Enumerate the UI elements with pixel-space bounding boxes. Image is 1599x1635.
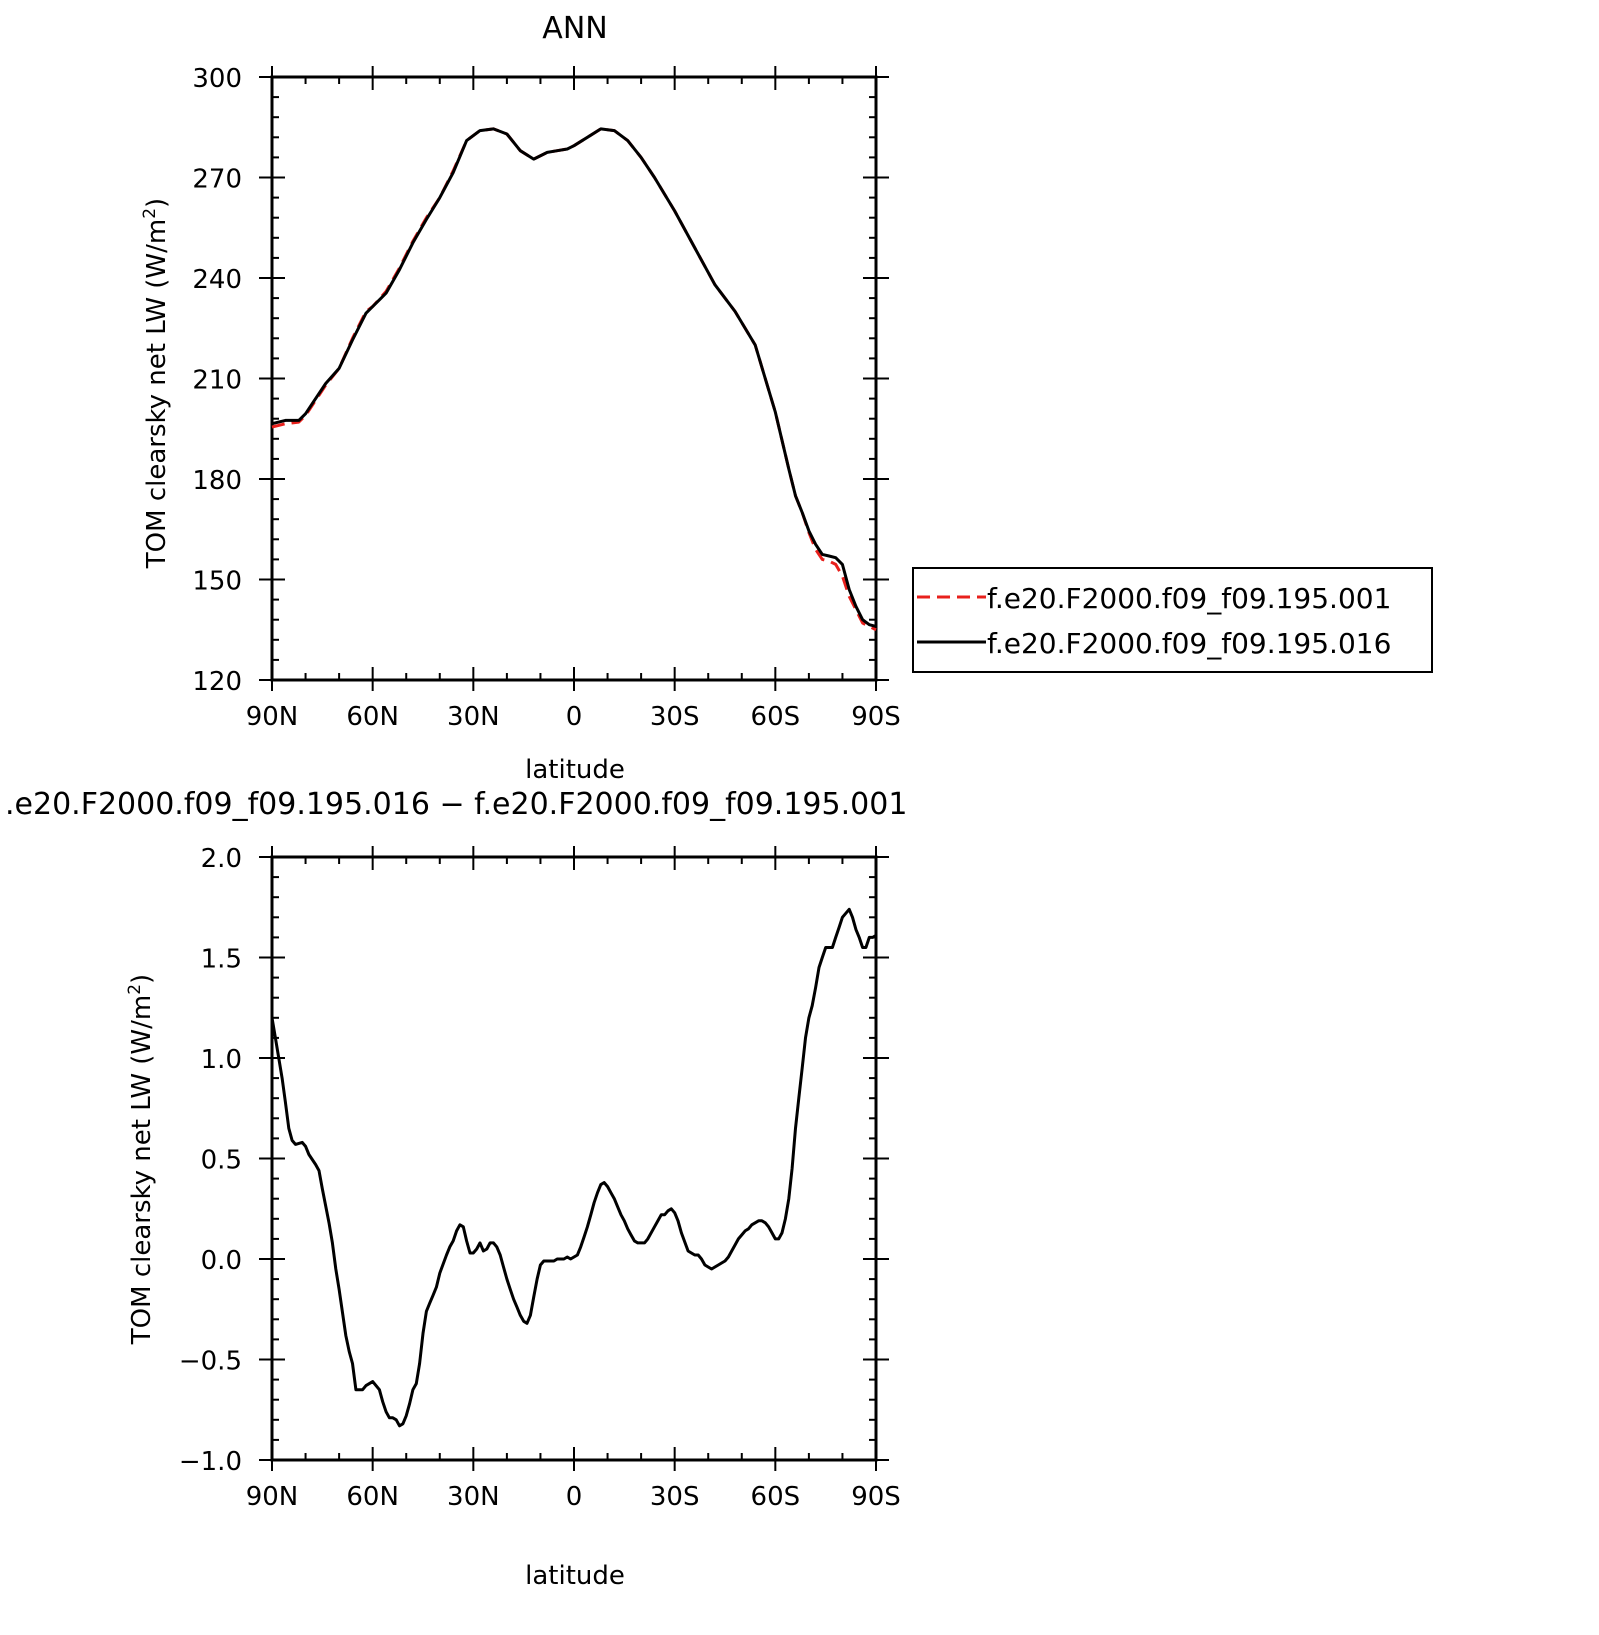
bottom-series-line-1 (270, 907, 877, 1428)
bottom-x-tick-label: 30N (447, 1482, 500, 1512)
bottom-y-tick-label: 0.5 (201, 1146, 242, 1176)
top-x-tick-label: 60N (346, 702, 399, 732)
top-y-axis-title: TOM clearsky net LW (W/m2) (140, 198, 172, 569)
bottom-x-axis-title: latitude (525, 1561, 625, 1591)
legend-box (912, 567, 1433, 673)
bottom-y-tick-label: −0.5 (179, 1347, 242, 1377)
bottom-x-tick-label: 60S (751, 1482, 801, 1512)
bottom-y-tick-label: −1.0 (179, 1447, 242, 1477)
legend-label-series-2: f.e20.F2000.f09_f09.195.016 (987, 627, 1391, 660)
top-y-tick-label: 270 (192, 165, 242, 195)
top-title: ANN (542, 11, 607, 46)
top-x-tick-label: 90S (851, 702, 901, 732)
top-x-tick-label: 0 (566, 702, 583, 732)
bottom-plot-area (270, 907, 877, 1428)
top-x-tick-label: 30N (447, 702, 500, 732)
top-y-tick-label: 300 (192, 64, 242, 94)
legend-label-series-1: f.e20.F2000.f09_f09.195.001 (987, 582, 1391, 615)
top-x-axis-title: latitude (525, 755, 625, 785)
top-x-tick-label: 90N (246, 702, 299, 732)
bottom-y-axis-title: TOM clearsky net LW (W/m2) (125, 974, 157, 1345)
top-plot-area (271, 127, 877, 632)
top-axes: 90N 60N 30N 0 30S 60S 90S 120 150 180 210 240 270 300 (192, 64, 900, 732)
top-y-tick-label: 210 (192, 366, 242, 396)
bottom-axes: 90N 60N 30N 0 30S 60S 90S −1.0 −0.5 0.0 0.5 1.0 1.5 2… (179, 844, 901, 1512)
top-series-line-2 (271, 127, 877, 628)
bottom-panel: .e20.F2000.f09_f09.195.016 − f.e20.F2000… (5, 787, 907, 1591)
bottom-y-tick-label: 0.0 (201, 1246, 242, 1276)
top-x-tick-label: 60S (751, 702, 801, 732)
top-panel: ANN 90N 60N 30N 0 30S 60S 90S 120 150 180 210 240 27… (140, 11, 1433, 785)
bottom-title: .e20.F2000.f09_f09.195.016 − f.e20.F2000… (5, 787, 907, 822)
bottom-y-tick-label: 2.0 (201, 844, 242, 874)
bottom-x-tick-label: 90S (851, 1482, 901, 1512)
bottom-x-tick-label: 60N (346, 1482, 399, 1512)
bottom-x-tick-label: 30S (650, 1482, 700, 1512)
top-y-tick-label: 180 (192, 466, 242, 496)
bottom-y-tick-label: 1.0 (201, 1045, 242, 1075)
top-y-tick-label: 150 (192, 567, 242, 597)
top-y-tick-label: 240 (192, 265, 242, 295)
top-x-tick-label: 30S (650, 702, 700, 732)
bottom-x-tick-label: 0 (566, 1482, 583, 1512)
bottom-x-tick-label: 90N (246, 1482, 299, 1512)
bottom-y-tick-label: 1.5 (201, 945, 242, 975)
top-legend: f.e20.F2000.f09_f09.195.001 f.e20.F2000.… (912, 567, 1433, 673)
top-y-tick-label: 120 (192, 667, 242, 697)
